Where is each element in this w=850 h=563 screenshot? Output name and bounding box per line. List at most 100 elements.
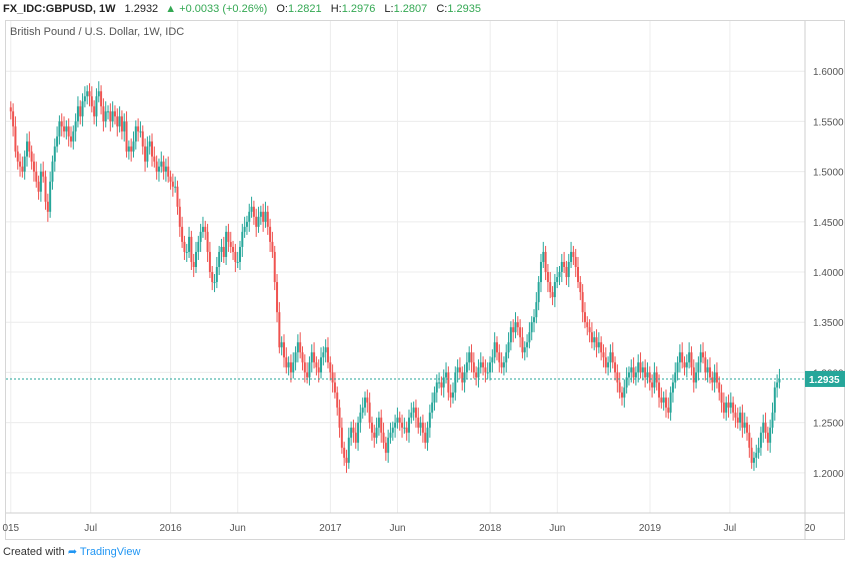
candle-body bbox=[646, 372, 649, 378]
candle-body bbox=[597, 342, 600, 348]
chart-frame[interactable] bbox=[5, 20, 845, 540]
candle-body bbox=[368, 402, 371, 423]
candle-body bbox=[498, 352, 501, 363]
candle-body bbox=[197, 241, 200, 252]
candle-body bbox=[366, 397, 369, 403]
candle-body bbox=[104, 111, 107, 122]
candle-body bbox=[651, 382, 654, 388]
candle-body bbox=[296, 342, 299, 353]
candle-body bbox=[658, 382, 661, 398]
footer: Created with ➦ TradingView bbox=[3, 545, 140, 558]
candle-body bbox=[12, 111, 15, 127]
candle-body bbox=[634, 372, 637, 378]
candle-body bbox=[722, 402, 725, 413]
candle-body bbox=[289, 362, 292, 373]
candle-body bbox=[773, 387, 776, 413]
candle-body bbox=[257, 216, 260, 227]
candle-body bbox=[764, 422, 767, 433]
candle-body bbox=[347, 437, 350, 463]
candle-body bbox=[546, 272, 549, 283]
change-up-icon: ▲ bbox=[165, 3, 177, 15]
candle-body bbox=[484, 367, 487, 373]
candle-body bbox=[139, 131, 142, 133]
candle-body bbox=[160, 161, 163, 167]
candle-body bbox=[699, 352, 702, 363]
candle-body bbox=[428, 412, 431, 428]
candle-body bbox=[653, 372, 656, 388]
candle-body bbox=[632, 367, 635, 378]
candle-body bbox=[720, 392, 723, 403]
candle-body bbox=[100, 91, 103, 107]
candle-body bbox=[734, 412, 737, 418]
candle-body bbox=[118, 116, 121, 127]
candle-body bbox=[454, 372, 457, 393]
candle-body bbox=[377, 417, 380, 428]
candle-body bbox=[338, 407, 341, 428]
candle-body bbox=[317, 367, 320, 373]
candle-body bbox=[491, 357, 494, 363]
candle-body bbox=[732, 402, 735, 413]
candle-body bbox=[669, 392, 672, 413]
candle-body bbox=[389, 432, 392, 438]
candle-body bbox=[280, 342, 283, 348]
candle-body bbox=[595, 337, 598, 348]
candle-body bbox=[671, 382, 674, 393]
candle-body bbox=[401, 422, 404, 428]
candle-body bbox=[600, 342, 603, 353]
candle-body bbox=[729, 402, 732, 408]
candle-body bbox=[245, 221, 248, 227]
candle-body bbox=[345, 457, 348, 463]
candle-body bbox=[451, 392, 454, 398]
candle-body bbox=[222, 246, 225, 257]
tradingview-link[interactable]: TradingView bbox=[79, 546, 141, 558]
x-tick-label: Jun bbox=[389, 523, 405, 534]
candle-body bbox=[301, 352, 304, 363]
candle-body bbox=[287, 362, 290, 368]
x-tick-label: 2016 bbox=[159, 523, 182, 534]
candle-body bbox=[141, 131, 144, 147]
candle-body bbox=[113, 111, 116, 117]
candle-body bbox=[419, 422, 422, 428]
candle-body bbox=[567, 261, 570, 278]
candle-body bbox=[493, 342, 496, 358]
candle-body bbox=[537, 282, 540, 303]
candle-body bbox=[183, 241, 186, 252]
candle-body bbox=[681, 352, 684, 363]
candle-body bbox=[125, 121, 128, 152]
open-value: 1.2821 bbox=[287, 3, 322, 15]
candle-body bbox=[664, 397, 667, 408]
candle-body bbox=[56, 136, 59, 147]
candle-body bbox=[417, 417, 420, 428]
candle-body bbox=[350, 427, 353, 438]
candle-body bbox=[60, 121, 63, 127]
candle-body bbox=[278, 312, 281, 348]
candle-body bbox=[586, 322, 589, 328]
x-tick-label: Jul bbox=[723, 523, 736, 534]
candle-body bbox=[759, 432, 762, 448]
candle-body bbox=[333, 382, 336, 393]
x-tick-label: 2017 bbox=[319, 523, 342, 534]
candle-body bbox=[662, 397, 665, 403]
created-with-label: Created with bbox=[3, 546, 65, 558]
candle-body bbox=[458, 367, 461, 373]
candle-body bbox=[424, 432, 427, 443]
candle-body bbox=[641, 367, 644, 373]
candle-body bbox=[690, 352, 693, 368]
candle-body bbox=[516, 322, 519, 328]
candle-body bbox=[30, 151, 33, 162]
candle-body bbox=[440, 382, 443, 388]
candle-body bbox=[512, 327, 515, 333]
candle-body bbox=[743, 422, 746, 428]
candle-body bbox=[35, 171, 38, 182]
candle-body bbox=[590, 332, 593, 343]
candle-body bbox=[539, 261, 542, 283]
candle-body bbox=[292, 362, 295, 373]
candle-body bbox=[776, 382, 779, 388]
last-price: 1.2932 bbox=[124, 3, 159, 15]
candle-body bbox=[238, 246, 241, 262]
x-tick-label: 2019 bbox=[639, 523, 662, 534]
candle-body bbox=[725, 402, 728, 413]
candle-body bbox=[739, 412, 742, 423]
candle-body bbox=[588, 327, 591, 333]
